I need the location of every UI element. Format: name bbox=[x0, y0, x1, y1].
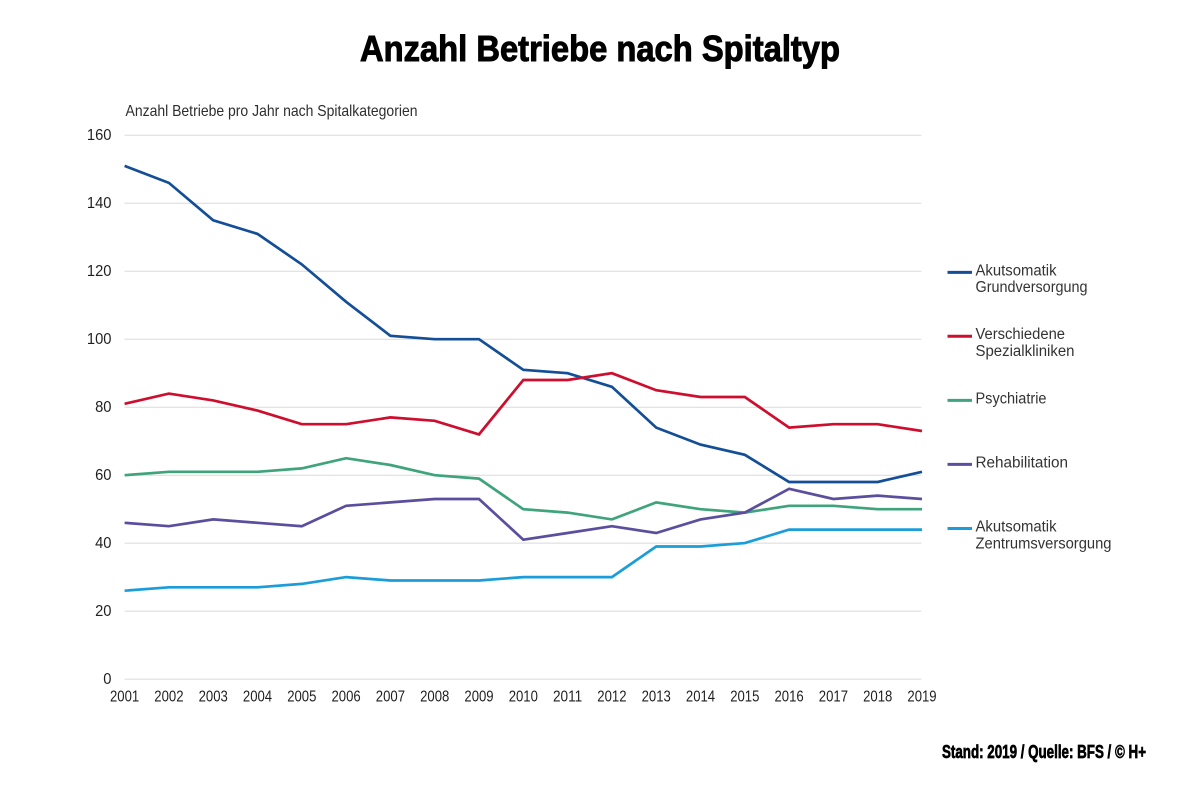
svg-text:2009: 2009 bbox=[464, 688, 493, 705]
svg-text:Spezialkliniken: Spezialkliniken bbox=[976, 343, 1075, 360]
svg-text:60: 60 bbox=[95, 467, 112, 484]
svg-text:2019: 2019 bbox=[907, 688, 936, 705]
svg-text:2010: 2010 bbox=[509, 688, 539, 705]
svg-text:2018: 2018 bbox=[863, 688, 892, 705]
svg-text:2004: 2004 bbox=[243, 688, 273, 705]
svg-text:80: 80 bbox=[95, 399, 112, 416]
svg-text:2017: 2017 bbox=[819, 688, 848, 705]
svg-text:40: 40 bbox=[95, 535, 112, 552]
svg-text:2013: 2013 bbox=[642, 688, 671, 705]
svg-text:160: 160 bbox=[87, 127, 112, 144]
svg-text:Zentrumsversorgung: Zentrumsversorgung bbox=[976, 535, 1112, 552]
svg-text:Stand: 2019 / Quelle: BFS / ©: Stand: 2019 / Quelle: BFS / © H+ bbox=[942, 742, 1146, 762]
svg-text:Akutsomatik: Akutsomatik bbox=[976, 262, 1057, 279]
svg-text:2001: 2001 bbox=[110, 688, 139, 705]
svg-text:120: 120 bbox=[87, 263, 112, 280]
svg-text:0: 0 bbox=[103, 671, 112, 688]
svg-text:2007: 2007 bbox=[376, 688, 405, 705]
svg-text:2002: 2002 bbox=[154, 688, 183, 705]
svg-text:Akutsomatik: Akutsomatik bbox=[976, 519, 1057, 536]
svg-text:140: 140 bbox=[87, 195, 112, 212]
svg-text:Verschiedene: Verschiedene bbox=[976, 326, 1066, 343]
svg-text:2014: 2014 bbox=[686, 688, 716, 705]
svg-text:Anzahl Betriebe nach Spitaltyp: Anzahl Betriebe nach Spitaltyp bbox=[360, 28, 840, 69]
svg-text:Rehabilitation: Rehabilitation bbox=[976, 454, 1069, 471]
svg-text:2016: 2016 bbox=[775, 688, 804, 705]
svg-text:Grundversorgung: Grundversorgung bbox=[976, 279, 1088, 296]
svg-text:2012: 2012 bbox=[597, 688, 626, 705]
svg-text:2008: 2008 bbox=[420, 688, 449, 705]
svg-text:Anzahl Betriebe pro Jahr nach: Anzahl Betriebe pro Jahr nach Spitalkate… bbox=[126, 103, 418, 120]
svg-text:2003: 2003 bbox=[199, 688, 228, 705]
svg-text:100: 100 bbox=[87, 331, 112, 348]
svg-text:2005: 2005 bbox=[287, 688, 316, 705]
svg-text:2011: 2011 bbox=[553, 688, 582, 705]
svg-text:2006: 2006 bbox=[332, 688, 361, 705]
svg-text:20: 20 bbox=[95, 603, 112, 620]
svg-text:Psychiatrie: Psychiatrie bbox=[976, 390, 1047, 407]
svg-text:2015: 2015 bbox=[730, 688, 759, 705]
